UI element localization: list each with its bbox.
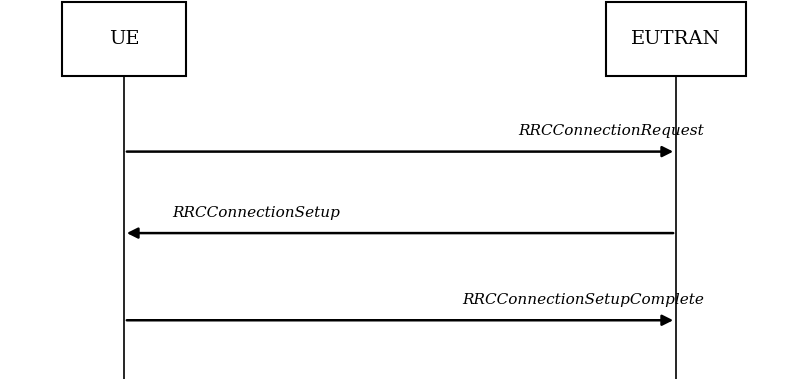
- Text: UE: UE: [109, 30, 139, 48]
- Text: RRCConnectionRequest: RRCConnectionRequest: [518, 124, 704, 138]
- Text: RRCConnectionSetupComplete: RRCConnectionSetupComplete: [462, 293, 704, 307]
- FancyBboxPatch shape: [606, 2, 746, 76]
- Text: EUTRAN: EUTRAN: [631, 30, 721, 48]
- Text: RRCConnectionSetup: RRCConnectionSetup: [172, 206, 340, 220]
- FancyBboxPatch shape: [62, 2, 186, 76]
